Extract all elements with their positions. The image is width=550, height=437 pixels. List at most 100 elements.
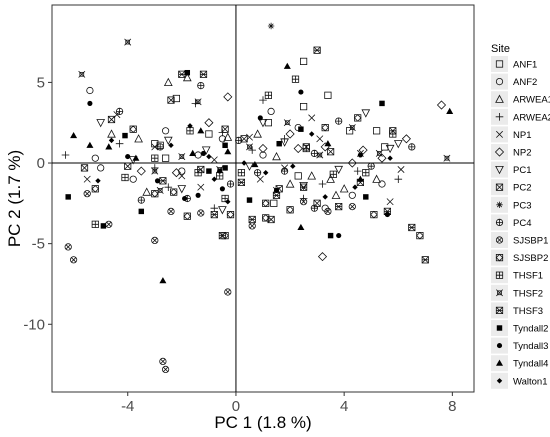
legend-item-tyndall3: Tyndall3 [491, 337, 548, 354]
point-pc2 [80, 164, 89, 172]
series-np2 [136, 92, 447, 262]
point-walton1 [322, 194, 328, 200]
legend-label-walton1: Walton1 [513, 376, 548, 387]
point-thsf2 [348, 124, 356, 132]
legend-label-anf1: ANF1 [513, 60, 537, 71]
legend-item-np1: NP1 [491, 126, 531, 143]
data-points [61, 22, 454, 373]
point-arwea1 [285, 179, 295, 188]
point-tyndall3 [257, 115, 263, 121]
point-sjsbp2 [91, 185, 100, 193]
legend-label-tyndall2: Tyndall2 [513, 324, 548, 335]
point-tyndall4 [356, 175, 364, 182]
point-tyndall4 [251, 161, 259, 168]
point-tyndall2 [276, 140, 282, 147]
point-tyndall3 [154, 178, 161, 184]
legend-key-thsf1 [495, 271, 504, 279]
series-pc2 [80, 96, 397, 224]
point-thsf3 [218, 232, 226, 240]
point-thsf2 [283, 119, 291, 127]
point-anf2 [129, 175, 137, 183]
x-axis: -4 0 4 8 [121, 392, 457, 415]
point-pc4 [235, 136, 243, 144]
point-arwea2 [210, 204, 219, 212]
point-sjsbp1 [248, 222, 256, 230]
point-tyndall4 [189, 149, 197, 156]
point-thsf3 [421, 256, 429, 264]
point-np2 [347, 158, 357, 168]
legend-key-background [491, 73, 508, 90]
legend-key-np1 [496, 130, 503, 138]
series-anf1 [151, 57, 389, 207]
series-thsf3 [159, 46, 429, 264]
point-tyndall4 [297, 223, 305, 231]
point-sjsbp2 [286, 206, 294, 214]
x-tick-label: 8 [448, 398, 456, 415]
point-thsf3 [313, 46, 321, 54]
point-pc1 [177, 185, 187, 194]
point-sjsbp2 [353, 114, 362, 122]
point-walton1 [211, 176, 218, 182]
point-thsf1 [237, 169, 245, 177]
point-pc1 [96, 119, 106, 128]
series-np1 [83, 111, 405, 206]
legend-label-sjsbp2: SJSBP2 [513, 253, 548, 264]
legend-key-pc1 [495, 166, 504, 175]
point-pc4 [408, 143, 416, 151]
point-thsf2 [78, 70, 86, 78]
point-thsf3 [272, 191, 281, 199]
point-anf1 [162, 154, 170, 162]
point-tyndall3 [273, 187, 280, 193]
point-pc1 [361, 109, 371, 118]
series-thsf1 [91, 75, 397, 228]
x-tick-label: -4 [121, 398, 134, 415]
point-walton1 [262, 169, 269, 176]
point-pc1 [245, 162, 254, 171]
point-anf2 [86, 86, 94, 95]
point-walton1 [108, 137, 115, 144]
legend-key-arwea2 [495, 113, 504, 121]
point-sjsbp1 [167, 207, 175, 215]
point-tyndall2 [363, 194, 369, 200]
point-np2 [285, 129, 295, 139]
point-np1 [397, 166, 405, 173]
point-anf1 [300, 57, 308, 66]
point-sjsbp2 [183, 212, 192, 220]
series-pc4 [115, 81, 416, 212]
point-thsf1 [291, 75, 300, 83]
x-tick-label: 4 [340, 398, 348, 415]
point-sjsbp1 [162, 365, 170, 373]
point-np2 [258, 143, 268, 154]
point-sjsbp1 [105, 220, 113, 228]
point-pc1 [163, 136, 173, 146]
series-thsf2 [78, 38, 451, 194]
point-thsf3 [199, 70, 208, 78]
point-pc4 [254, 169, 262, 177]
point-tyndall2 [206, 168, 212, 174]
legend-item-sjsbp1: SJSBP1 [491, 232, 548, 248]
point-arwea2 [259, 96, 267, 104]
point-pc2 [327, 148, 335, 156]
legend-key-background [491, 56, 508, 72]
legend-label-tyndall4: Tyndall4 [513, 359, 548, 370]
point-sjsbp2 [416, 231, 424, 240]
series-arwea2 [61, 96, 403, 212]
legend-key-anf1 [495, 60, 504, 68]
legend-item-arwea2: ARWEA2 [491, 108, 550, 125]
point-sjsbp2 [261, 199, 270, 208]
legend-item-thsf1: THSF1 [491, 267, 543, 284]
point-thsf2 [178, 153, 186, 161]
point-pc2 [221, 125, 229, 133]
legend-label-thsf1: THSF1 [513, 271, 543, 282]
point-tyndall2 [184, 69, 191, 76]
x-tick-label: 0 [232, 398, 240, 415]
point-tyndall3 [357, 152, 363, 158]
legend-label-thsf3: THSF3 [513, 306, 543, 317]
legend-key-np2 [494, 147, 505, 157]
point-np2 [317, 252, 328, 262]
point-pc2 [124, 162, 132, 170]
point-walton1 [95, 178, 101, 184]
y-tick-label: -10 [23, 316, 45, 333]
point-pc2 [313, 199, 321, 207]
legend-key-tyndall3 [496, 343, 503, 349]
